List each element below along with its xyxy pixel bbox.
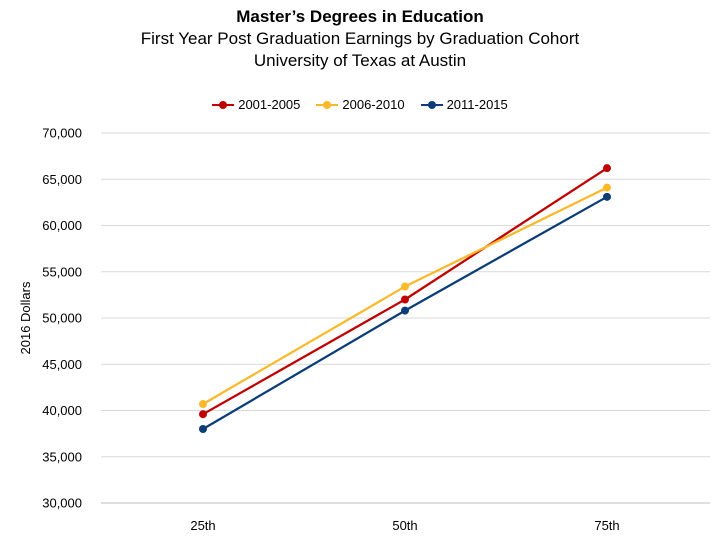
legend-item-2006-2010: 2006-2010 <box>316 96 405 114</box>
legend-marker-icon <box>316 100 339 110</box>
legend-item-2001-2005: 2001-2005 <box>212 96 300 114</box>
y-tick-label: 40,000 <box>42 403 82 418</box>
y-tick-label: 70,000 <box>42 126 82 141</box>
data-point-2006-2010 <box>199 400 207 409</box>
y-axis-label: 2016 Dollars <box>18 281 33 354</box>
data-point-2001-2005 <box>603 164 611 173</box>
legend-label: 2001-2005 <box>238 97 301 112</box>
y-tick-label: 45,000 <box>42 357 82 372</box>
data-point-2011-2015 <box>199 425 207 433</box>
y-tick-label: 30,000 <box>42 496 82 511</box>
x-tick-label: 50th <box>392 518 417 533</box>
y-tick-label: 60,000 <box>42 218 82 233</box>
y-tick-label: 35,000 <box>42 449 82 464</box>
legend-label: 2011-2015 <box>446 97 508 112</box>
legend-marker-icon <box>212 100 235 110</box>
y-tick-label: 65,000 <box>42 172 82 187</box>
series-line-2001-2005 <box>202 167 608 416</box>
legend-label: 2006-2010 <box>342 97 405 112</box>
legend-marker-icon <box>420 100 443 110</box>
y-tick-label: 55,000 <box>42 264 82 279</box>
legend-item-2011-2015: 2011-2015 <box>420 96 508 114</box>
chart-title: Master’s Degrees in Education <box>236 7 484 26</box>
data-point-2011-2015 <box>603 192 611 201</box>
data-point-2006-2010 <box>603 183 611 192</box>
chart-subtitle: First Year Post Graduation Earnings by G… <box>140 29 580 48</box>
x-tick-label: 75th <box>594 518 619 533</box>
data-point-2001-2005 <box>401 295 409 304</box>
y-tick-label: 50,000 <box>42 311 82 326</box>
chart-legend: 2001-2005 2006-2010 2011-2015 <box>0 96 720 114</box>
data-point-2001-2005 <box>199 410 207 419</box>
chart-titles: Master’s Degrees in Education First Year… <box>0 6 720 72</box>
data-point-2006-2010 <box>401 282 409 291</box>
x-tick-label: 25th <box>190 518 215 533</box>
data-point-2011-2015 <box>401 306 409 315</box>
chart-subtitle-institution: University of Texas at Austin <box>253 51 467 70</box>
